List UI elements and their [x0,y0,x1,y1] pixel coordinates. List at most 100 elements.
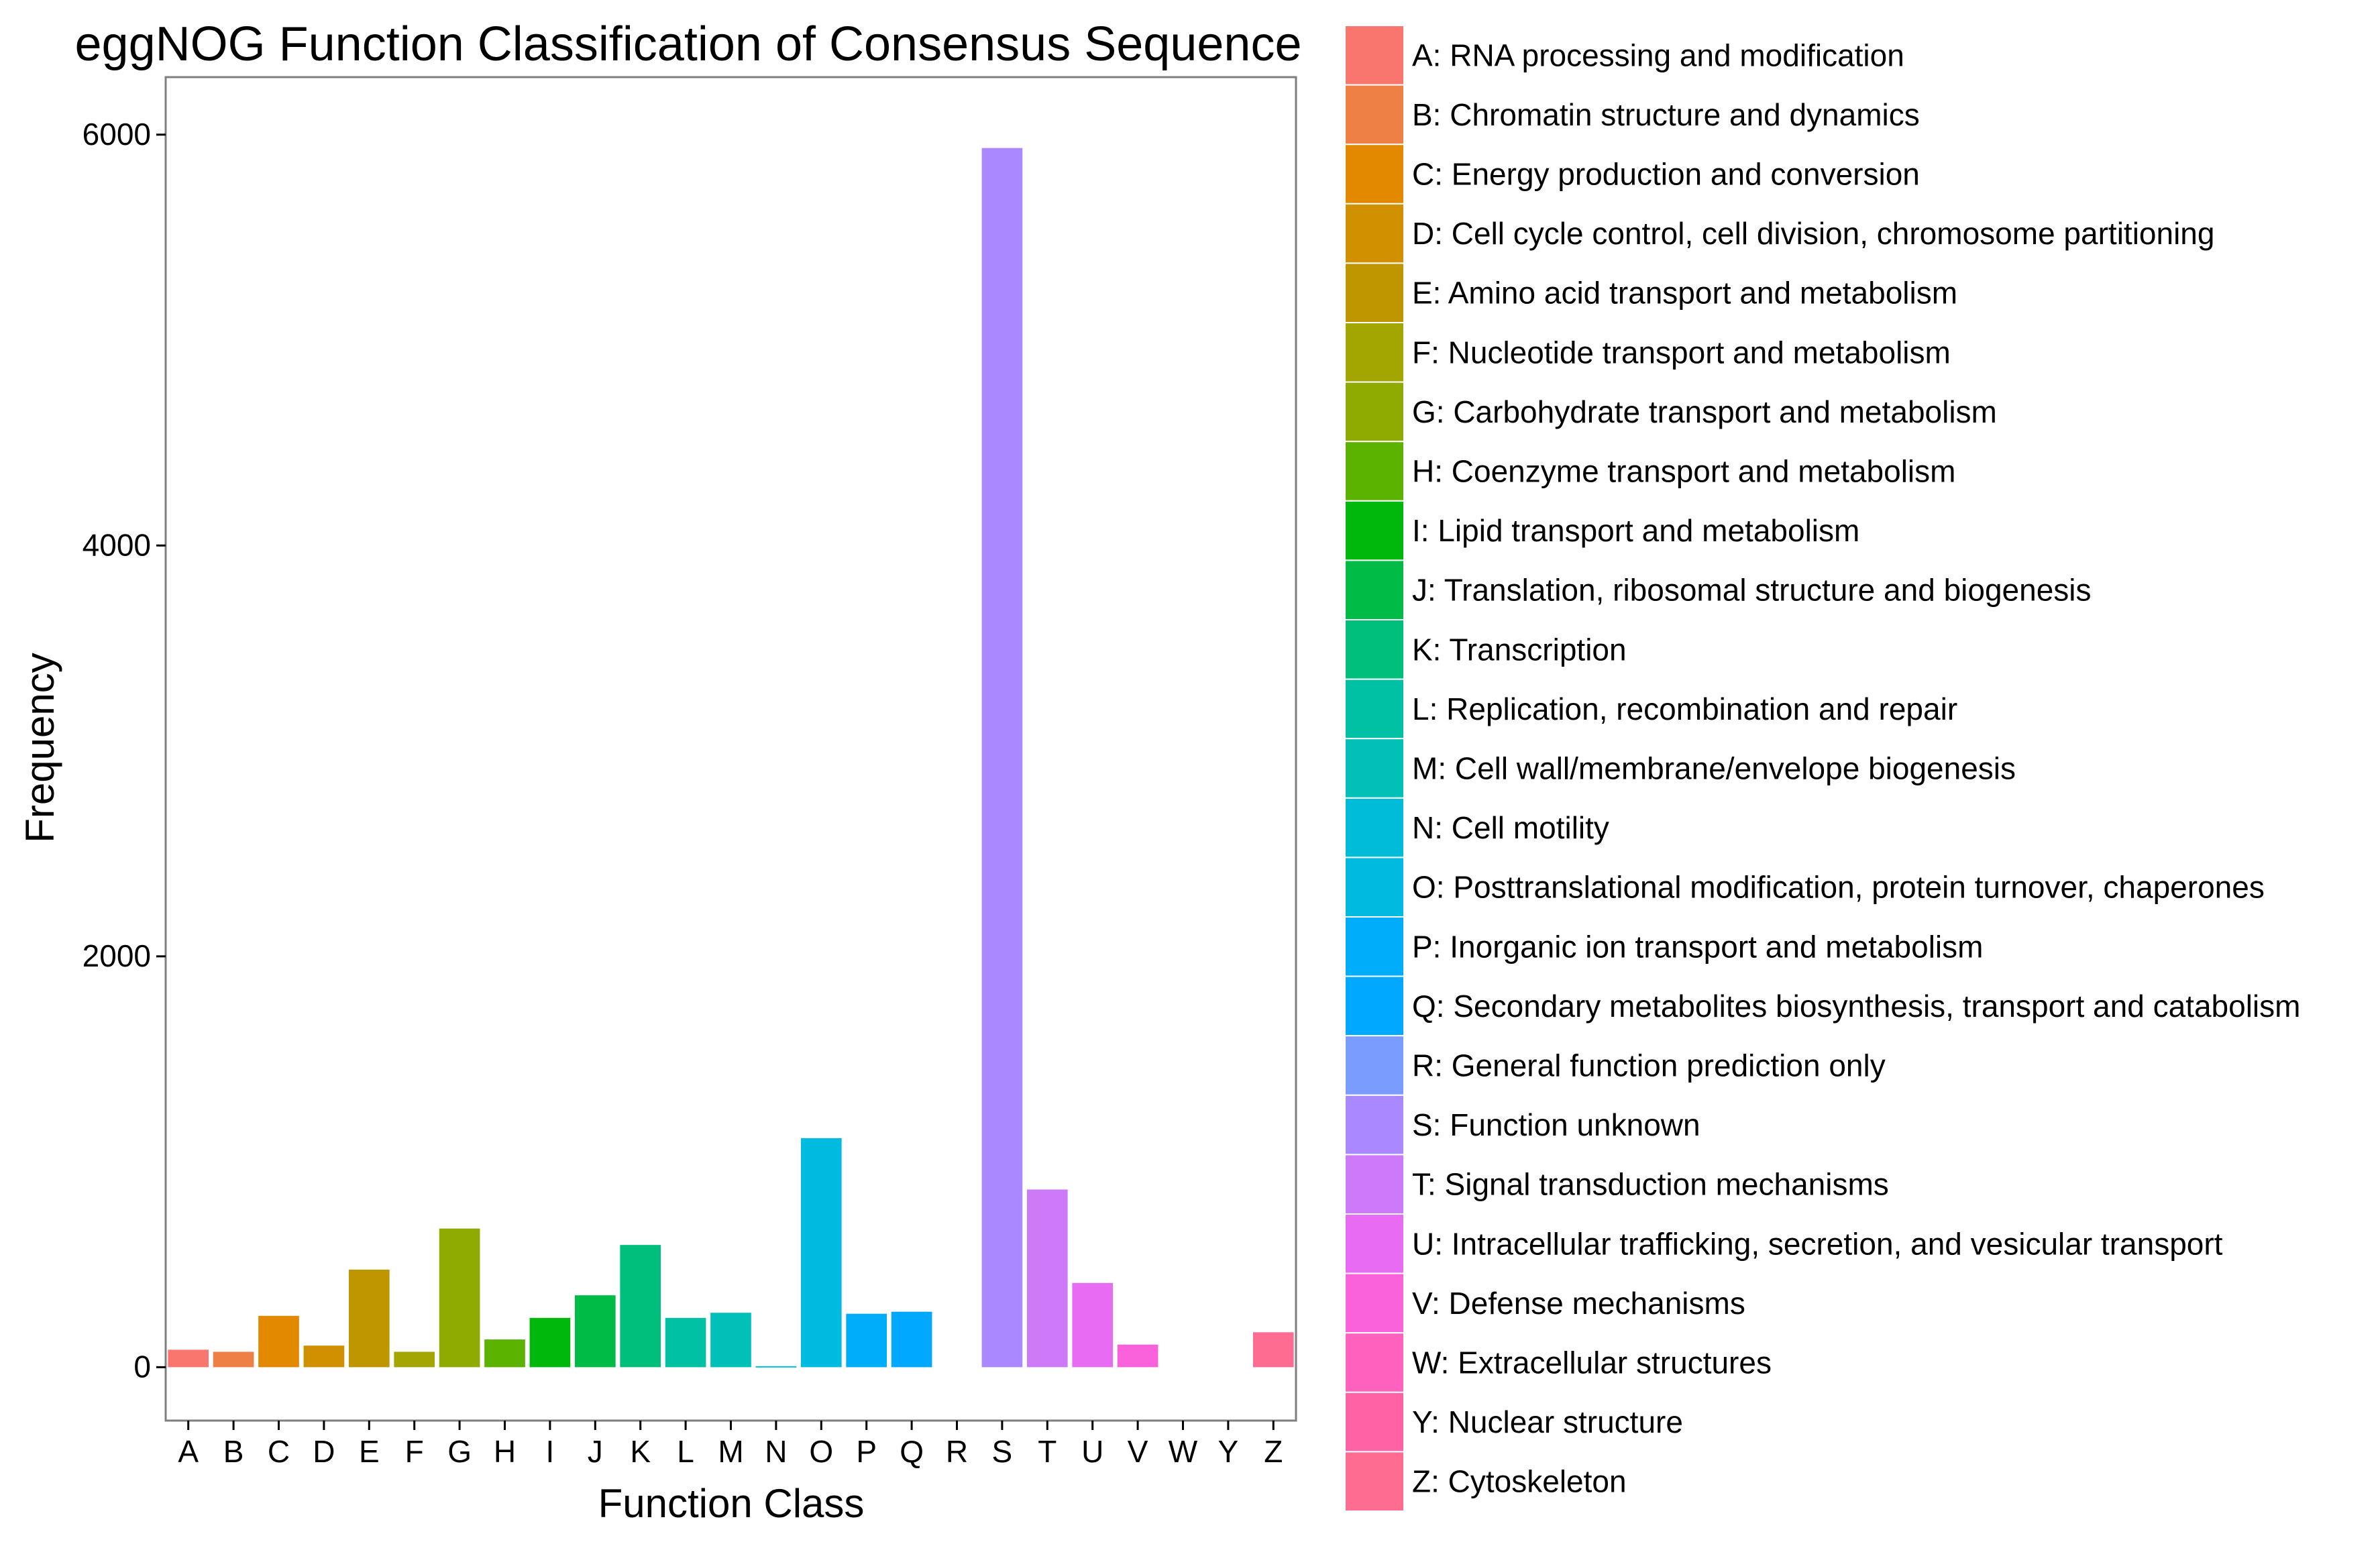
bar-G [439,1228,480,1368]
x-tick-label: V [1128,1434,1148,1469]
bar-Q [891,1311,932,1368]
x-tick-label: E [359,1434,380,1469]
legend-key-Q [1344,975,1405,1037]
x-tick-label: P [856,1434,877,1469]
x-tick-label: I [546,1434,555,1469]
legend-key-G [1344,381,1405,443]
y-tick-label: 4000 [83,527,151,562]
x-tick-label: D [313,1434,335,1469]
x-tick-label: B [223,1434,244,1469]
bar-J [574,1295,616,1368]
legend-label: H: Coenzyme transport and metabolism [1412,454,1955,489]
legend-key-E [1344,262,1405,323]
x-tick-label: R [946,1434,968,1469]
legend-label: K: Transcription [1412,632,1627,667]
y-tick-label: 6000 [83,117,151,152]
bar-I [529,1317,571,1368]
bar-K [620,1245,661,1368]
bar-C [258,1315,299,1368]
y-tick-label: 2000 [83,938,151,973]
legend-label: Q: Secondary metabolites biosynthesis, t… [1412,989,2300,1024]
bar-O [800,1138,842,1368]
x-tick-label: H [494,1434,516,1469]
bar-A [168,1350,209,1368]
legend-label: L: Replication, recombination and repair [1412,692,1957,726]
legend-key-K [1344,619,1405,680]
bar-E [348,1269,390,1368]
plot-border [164,76,1297,1422]
legend-key-P [1344,916,1405,977]
bar-P [846,1313,887,1368]
legend-label: Y: Nuclear structure [1412,1405,1683,1439]
legend-label: U: Intracellular trafficking, secretion,… [1412,1226,2223,1261]
legend-key-C [1344,144,1405,205]
y-axis-label: Frequency [17,653,62,842]
x-tick-label: K [630,1434,651,1469]
legend-label: F: Nucleotide transport and metabolism [1412,335,1951,370]
legend-label: N: Cell motility [1412,810,1609,845]
legend-key-H [1344,441,1405,502]
legend-key-A [1344,25,1405,86]
legend-key-F [1344,322,1405,383]
legend-key-W [1344,1332,1405,1393]
legend-label: O: Posttranslational modification, prote… [1412,870,2265,905]
x-tick-label: T [1038,1434,1057,1469]
legend-key-U [1344,1213,1405,1274]
legend-key-J [1344,559,1405,621]
legend-key-S [1344,1094,1405,1156]
legend-label: J: Translation, ribosomal structure and … [1412,573,2092,608]
x-tick-label: C [268,1434,290,1469]
legend-key-R [1344,1035,1405,1096]
legend-label: M: Cell wall/membrane/envelope biogenesi… [1412,751,2016,786]
legend-label: C: Energy production and conversion [1412,157,1920,192]
legend-key-D [1344,203,1405,264]
bar-N [755,1366,797,1368]
legend-key-Z [1344,1451,1405,1512]
legend-label: P: Inorganic ion transport and metabolis… [1412,929,1983,964]
x-tick-label: O [809,1434,833,1469]
bar-F [394,1352,435,1368]
legend-key-B [1344,84,1405,146]
x-tick-label: S [992,1434,1013,1469]
legend-key-T [1344,1154,1405,1215]
bar-M [710,1313,751,1368]
legend-key-Y [1344,1391,1405,1453]
bar-T [1026,1189,1068,1368]
legend-key-N [1344,797,1405,859]
legend-label: D: Cell cycle control, cell division, ch… [1412,216,2214,251]
x-tick-label: Z [1264,1434,1283,1469]
legend-key-O [1344,857,1405,918]
legend-label: W: Extracellular structures [1412,1345,1772,1380]
legend-label: I: Lipid transport and metabolism [1412,513,1859,548]
bar-S [981,148,1023,1368]
bar-L [665,1317,706,1368]
x-tick-label: W [1169,1434,1198,1469]
x-tick-label: L [677,1434,694,1469]
legend-label: B: Chromatin structure and dynamics [1412,97,1920,132]
bar-U [1072,1282,1114,1368]
legend-key-I [1344,500,1405,561]
x-tick-label: F [405,1434,424,1469]
x-tick-label: G [447,1434,472,1469]
x-tick-label: J [588,1434,603,1469]
legend-label: Z: Cytoskeleton [1412,1464,1627,1499]
legend-label: R: General function prediction only [1412,1048,1886,1083]
bar-D [303,1345,345,1368]
y-tick-label: 0 [133,1349,151,1384]
bar-H [484,1339,525,1368]
x-tick-label: A [178,1434,199,1469]
legend-label: A: RNA processing and modification [1412,38,1904,72]
bar-Z [1252,1332,1294,1368]
legend-label: S: Function unknown [1412,1107,1700,1142]
x-tick-label: N [765,1434,787,1469]
legend-key-L [1344,678,1405,740]
x-tick-label: Q [900,1434,924,1469]
legend-label: V: Defense mechanisms [1412,1286,1745,1321]
legend: A: RNA processing and modification B: Chr… [1344,25,2300,1512]
legend-label: T: Signal transduction mechanisms [1412,1167,1889,1202]
legend-key-M [1344,738,1405,799]
x-axis-label: Function Class [598,1481,865,1526]
chart-title: eggNOG Function Classification of Consen… [74,17,1301,71]
